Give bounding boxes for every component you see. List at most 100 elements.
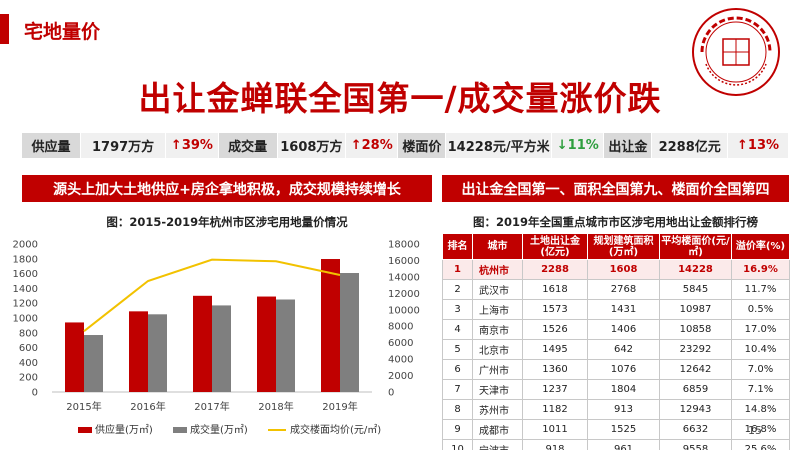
legend-label-deal: 成交量(万㎡) — [190, 423, 248, 436]
page-number: 15 — [748, 424, 762, 437]
x-tick-label: 2017年 — [194, 400, 229, 413]
cell-city: 上海市 — [472, 299, 523, 320]
y-right-tick-label: 16000 — [388, 256, 420, 267]
cell-rank: 3 — [442, 299, 473, 320]
table-row: 3 上海市 1573 1431 10987 0.5% — [442, 299, 790, 320]
cell-rank: 5 — [442, 339, 473, 360]
cell-building-area: 642 — [587, 339, 660, 360]
header-city: 城市 — [472, 233, 523, 260]
cell-rank: 6 — [442, 359, 473, 380]
chart-title: 图：2015-2019年杭州市区涉宅用地量价情况 — [106, 215, 348, 229]
bar-deal — [212, 305, 231, 392]
cell-rank: 4 — [442, 319, 473, 340]
cell-building-area: 1076 — [587, 359, 660, 380]
y-left-tick-label: 2000 — [13, 240, 38, 251]
y-right-tick-label: 4000 — [388, 355, 413, 366]
cell-city: 杭州市 — [472, 259, 523, 280]
cell-land-revenue: 1573 — [522, 299, 588, 320]
table-body: 1 杭州市 2288 1608 14228 16.9% 2 武汉市 1618 2768 5845 11… — [442, 259, 790, 450]
cell-avg-floor-price: 23292 — [659, 339, 732, 360]
table-row: 2 武汉市 1618 2768 5845 11.7% — [442, 279, 790, 300]
page-headline: 出让金蝉联全国第一/成交量涨价跌 — [138, 79, 662, 118]
y-right-tick-label: 8000 — [388, 322, 413, 333]
cell-building-area: 2768 — [587, 279, 660, 300]
land-volume-price-chart: 0 200 400 600 800 1000 1200 1400 1600 1800 2000 0 20… — [13, 240, 420, 437]
cell-building-area: 961 — [587, 439, 660, 450]
header-premium-rate: 溢价率(%) — [731, 233, 790, 260]
ranking-table: 排名 城市 土地出让金(亿元) 规划建筑面积(万㎡) 平均楼面价(元/㎡) 溢价… — [442, 233, 790, 450]
table-title: 图：2019年全国重点城市市区涉宅用地出让金额排行榜 — [472, 215, 758, 229]
stat-price-value: 14228元/平方米 — [446, 133, 552, 158]
y-right-tick-label: 14000 — [388, 272, 420, 283]
cell-avg-floor-price: 10858 — [659, 319, 732, 340]
cell-avg-floor-price: 12943 — [659, 399, 732, 420]
cell-land-revenue: 1011 — [522, 419, 588, 440]
cell-premium-rate: 14.8% — [731, 399, 790, 420]
stat-deal-value: 1608万方 — [277, 133, 346, 158]
key-stats-row: 供应量 1797万方 ↑39% 成交量 1608万方 ↑28% 楼面价 1422… — [22, 133, 789, 158]
table-row: 4 南京市 1526 1406 10858 17.0% — [442, 319, 790, 340]
y-left-tick-label: 600 — [19, 343, 38, 354]
y-right-tick-label: 6000 — [388, 338, 413, 349]
x-tick-label: 2016年 — [130, 400, 165, 413]
legend-label-price: 成交楼面均价(元/㎡) — [290, 423, 381, 436]
bar-supply — [193, 295, 212, 392]
table-row: 9 成都市 1011 1525 6632 16.8% — [442, 419, 790, 440]
bar-deal — [84, 335, 103, 392]
header-land-revenue: 土地出让金(亿元) — [522, 233, 588, 260]
cell-rank: 1 — [442, 259, 473, 280]
cell-premium-rate: 16.9% — [731, 259, 790, 280]
cell-land-revenue: 918 — [522, 439, 588, 450]
table-row: 1 杭州市 2288 1608 14228 16.9% — [442, 259, 790, 280]
bar-supply — [321, 259, 340, 392]
header-rank: 排名 — [442, 233, 473, 260]
cell-premium-rate: 0.5% — [731, 299, 790, 320]
legend-label-supply: 供应量(万㎡) — [95, 423, 153, 436]
table-header-row: 排名 城市 土地出让金(亿元) 规划建筑面积(万㎡) 平均楼面价(元/㎡) 溢价… — [442, 233, 790, 260]
cell-city: 南京市 — [472, 319, 523, 340]
table-row: 10宁波市918961955825.6% — [442, 439, 790, 450]
bar-supply — [65, 322, 84, 392]
y-right-tick-label: 18000 — [388, 240, 420, 251]
bar-deal — [148, 314, 167, 392]
cell-land-revenue: 2288 — [522, 259, 588, 280]
cell-city: 广州市 — [472, 359, 523, 380]
bar-supply — [257, 296, 276, 392]
stat-deal-change: ↑28% — [346, 133, 398, 158]
cell-land-revenue: 1182 — [522, 399, 588, 420]
right-banner: 出让金全国第一、面积全国第九、楼面价全国第四 — [442, 175, 789, 202]
stat-supply-change: ↑39% — [166, 133, 218, 158]
cell-city: 北京市 — [472, 339, 523, 360]
cell-avg-floor-price: 5845 — [659, 279, 732, 300]
y-right-tick-label: 0 — [388, 388, 394, 399]
cell-premium-rate: 7.1% — [731, 379, 790, 400]
cell-building-area: 1525 — [587, 419, 660, 440]
x-tick-label: 2018年 — [258, 400, 293, 413]
china-index-academy-logo — [692, 8, 780, 96]
cell-avg-floor-price: 6859 — [659, 379, 732, 400]
section-title: 宅地量价 — [24, 21, 101, 43]
cell-premium-rate: 25.6% — [731, 439, 790, 450]
cell-avg-floor-price: 9558 — [659, 439, 732, 450]
y-left-tick-label: 1200 — [13, 299, 38, 310]
section-accent-bar — [0, 14, 9, 44]
stat-deal-label: 成交量 — [218, 133, 277, 158]
table-row: 6 广州市 1360 1076 12642 7.0% — [442, 359, 790, 380]
cell-building-area: 1608 — [587, 259, 660, 280]
cell-city: 成都市 — [472, 419, 523, 440]
legend-swatch-deal — [173, 427, 187, 433]
cell-city: 武汉市 — [472, 279, 523, 300]
stat-supply-value: 1797万方 — [81, 133, 166, 158]
left-banner: 源头上加大土地供应+房企拿地积极，成交规模持续增长 — [22, 175, 432, 202]
x-tick-label: 2019年 — [322, 400, 357, 413]
bar-supply — [129, 311, 148, 392]
stat-revenue-value: 2288亿元 — [652, 133, 728, 158]
cell-rank: 10 — [442, 439, 473, 450]
y-left-tick-label: 400 — [19, 358, 38, 369]
stat-revenue-change: ↑13% — [728, 133, 788, 158]
cell-premium-rate: 7.0% — [731, 359, 790, 380]
header-avg-floor-price: 平均楼面价(元/㎡) — [659, 233, 732, 260]
table-row: 8 苏州市 1182 913 12943 14.8% — [442, 399, 790, 420]
y-left-tick-label: 0 — [32, 388, 38, 399]
cell-avg-floor-price: 12642 — [659, 359, 732, 380]
